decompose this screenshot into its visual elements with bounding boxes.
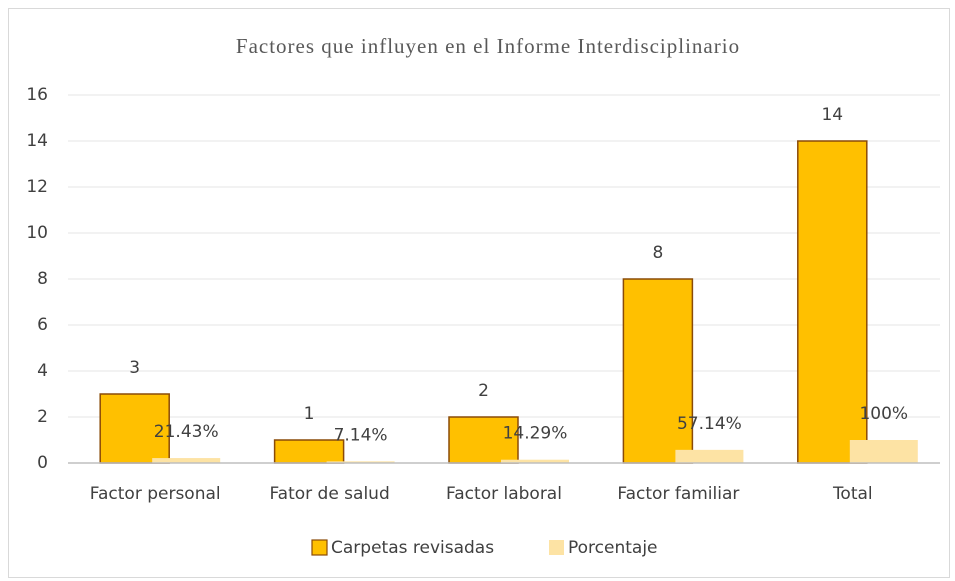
chart-border <box>8 8 950 578</box>
data-label: 8 <box>652 243 663 263</box>
data-label: 14.29% <box>503 424 568 444</box>
data-label: 57.14% <box>677 414 742 434</box>
y-tick-label: 12 <box>26 177 48 197</box>
data-label: 1 <box>304 404 315 424</box>
chart-title: Factores que influyen en el Informe Inte… <box>236 34 740 58</box>
y-tick-label: 8 <box>37 269 48 289</box>
bar <box>152 458 221 463</box>
data-label: 100% <box>859 404 908 424</box>
data-label: 2 <box>478 381 489 401</box>
y-tick-label: 6 <box>37 315 48 335</box>
legend-label: Carpetas revisadas <box>331 538 494 558</box>
bar <box>501 459 569 463</box>
y-tick-label: 10 <box>26 223 48 243</box>
y-tick-label: 0 <box>37 453 48 473</box>
x-tick-label: Factor personal <box>90 484 221 504</box>
data-label: 21.43% <box>154 422 219 442</box>
bar <box>797 140 868 464</box>
y-tick-label: 2 <box>37 407 48 427</box>
bar <box>622 278 694 464</box>
bar <box>326 461 395 463</box>
bar <box>849 440 918 463</box>
legend-swatch <box>549 540 564 555</box>
x-tick-label: Factor laboral <box>446 484 562 504</box>
legend-label: Porcentaje <box>568 538 658 558</box>
x-tick-label: Factor familiar <box>617 484 739 504</box>
y-tick-label: 16 <box>26 85 48 105</box>
data-label: 14 <box>821 105 843 125</box>
legend-swatch <box>311 539 328 556</box>
data-label: 3 <box>129 358 140 378</box>
y-tick-label: 4 <box>37 361 48 381</box>
y-tick-label: 14 <box>26 131 48 151</box>
x-tick-label: Fator de salud <box>269 484 389 504</box>
data-label: 7.14% <box>334 425 388 445</box>
bar <box>675 449 744 463</box>
x-tick-label: Total <box>832 484 873 504</box>
